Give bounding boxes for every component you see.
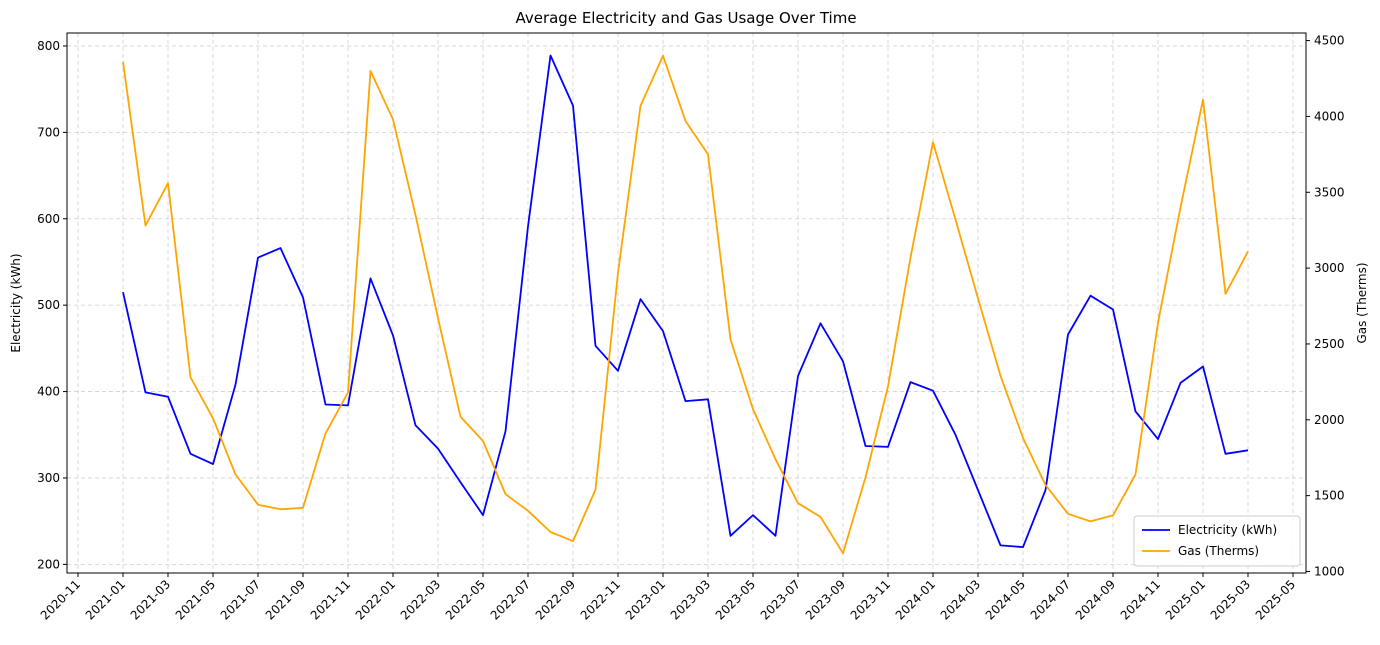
- y-right-tick-label: 1000: [1314, 564, 1345, 578]
- legend-frame: [1133, 515, 1301, 567]
- series-line-gas: [122, 54, 1249, 555]
- y-right-tick-label: 3000: [1314, 261, 1345, 275]
- y-right-tick-label: 2000: [1314, 413, 1345, 427]
- legend-label-gas: Gas (Therms): [1178, 544, 1259, 558]
- y-right-tick-label: 1500: [1314, 489, 1345, 503]
- y-left-tick-label: 300: [37, 471, 60, 485]
- chart-title: Average Electricity and Gas Usage Over T…: [515, 9, 856, 27]
- y-left-tick-label: 600: [37, 212, 60, 226]
- series-line-electricity: [122, 54, 1249, 548]
- y-left-tick-label: 400: [37, 385, 60, 399]
- y-right-tick-label: 4000: [1314, 109, 1345, 123]
- series-layer: [122, 54, 1249, 555]
- y-right-tick-label: 3500: [1314, 185, 1345, 199]
- plot-frame: [66, 32, 1307, 574]
- grid-layer: [67, 33, 1306, 573]
- legend: Electricity (kWh) Gas (Therms): [1133, 515, 1301, 567]
- y-right-tick-label: 2500: [1314, 337, 1345, 351]
- right-axis-label: Gas (Therms): [1355, 262, 1369, 343]
- y-left-tick-label: 800: [37, 39, 60, 53]
- y-left-tick-label: 200: [37, 557, 60, 571]
- legend-label-electricity: Electricity (kWh): [1178, 523, 1277, 537]
- y-left-tick-label: 500: [37, 298, 60, 312]
- y-left-tick-label: 700: [37, 125, 60, 139]
- left-axis-label: Electricity (kWh): [9, 253, 23, 352]
- y-right-tick-label: 4500: [1314, 34, 1345, 48]
